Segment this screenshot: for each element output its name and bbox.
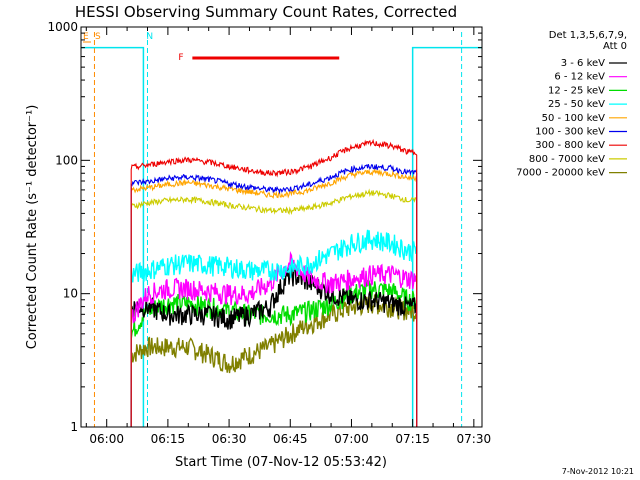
y-tick-label-1: 10: [63, 287, 78, 301]
axes: 06:00 06:15 06:30 06:45 07:00 07:15 07:30 1 10 10…: [47, 20, 491, 446]
flag-label-e: E: [83, 32, 89, 42]
series-line-2: [130, 280, 418, 427]
x-tick-label-4: 07:00: [334, 432, 369, 446]
x-tick-label-3: 06:45: [273, 432, 308, 446]
x-tick-label-6: 07:30: [457, 432, 492, 446]
legend-title-line-0: Det 1,3,5,6,7,9,: [549, 30, 627, 41]
night-line-right: [411, 46, 482, 427]
flag-label-f: F: [178, 53, 183, 63]
night-line-left: [81, 46, 145, 427]
series-line-1: [130, 251, 418, 427]
legend-entry-label-5: 100 - 300 keV: [535, 127, 605, 138]
legend-entry-label-7: 800 - 7000 keV: [529, 154, 605, 165]
y-tick-label-3: 1000: [47, 20, 78, 34]
series-line-4: [130, 167, 418, 427]
x-axis-label: Start Time (07-Nov-12 05:53:42): [175, 455, 387, 470]
legend-entry-label-0: 3 - 6 keV: [561, 58, 605, 69]
x-tick-label-5: 07:15: [395, 432, 430, 446]
plot-area: E S N F: [81, 32, 482, 427]
plot-frame: [80, 26, 483, 428]
legend-entry-label-6: 300 - 800 keV: [535, 140, 605, 151]
flag-label-n: N: [146, 32, 153, 42]
legend-entry-label-8: 7000 - 20000 keV: [516, 168, 605, 179]
x-tick-label-0: 06:00: [89, 432, 124, 446]
series-line-8: [130, 294, 418, 427]
x-tick-label-2: 06:30: [212, 432, 247, 446]
legend-entry-label-3: 25 - 50 keV: [548, 99, 605, 110]
footer-date: 7-Nov-2012 10:21: [562, 467, 634, 476]
flag-label-s: S: [95, 32, 101, 42]
legend: Det 1,3,5,6,7,9,Att 0 3 - 6 keV 6 - 12 keV…: [516, 30, 627, 179]
legend-entry-label-4: 50 - 100 keV: [542, 113, 606, 124]
y-tick-label-0: 1: [70, 420, 78, 434]
x-tick-label-1: 06:15: [151, 432, 186, 446]
legend-entry-label-2: 12 - 25 keV: [548, 85, 605, 96]
series-line-7: [130, 188, 418, 427]
series-line-0: [130, 263, 418, 427]
legend-title-line-1: Att 0: [603, 41, 627, 52]
y-tick-label-2: 100: [55, 153, 78, 167]
series-line-3: [130, 229, 418, 427]
plot-clip-group: [81, 32, 482, 427]
legend-entry-label-1: 6 - 12 keV: [554, 72, 605, 83]
series-line-6: [130, 138, 418, 427]
chart-title: HESSI Observing Summary Count Rates, Cor…: [75, 3, 457, 21]
series-line-5: [130, 163, 418, 427]
y-axis-label: Corrected Count Rate (s⁻¹ detector⁻¹): [25, 105, 40, 350]
